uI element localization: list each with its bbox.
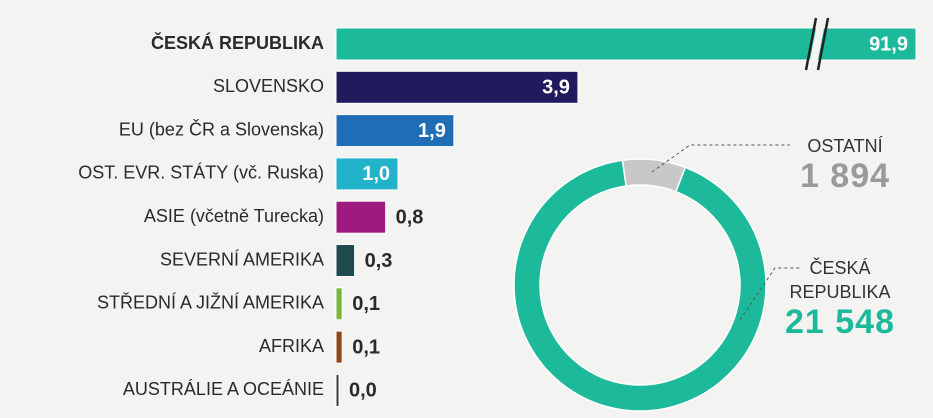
value-label: 3,9 [542,77,570,99]
axis-break [816,17,830,71]
value-label: 0,3 [365,250,393,272]
donut-segment [513,159,767,412]
category-label: EU (bez ČR a Slovenska) [119,118,324,139]
value-label: 0,8 [396,206,424,228]
donut-label-group: OSTATNÍ 1 894 [770,136,920,196]
category-label: STŘEDNÍ A JIŽNÍ AMERIKA [97,293,324,313]
category-label: ASIE (včetně Turecka) [144,206,324,226]
category-label: ČESKÁ REPUBLIKA [151,32,324,53]
bar [335,287,343,321]
bar [335,70,579,104]
value-label: 0,0 [349,380,377,402]
donut-segment [621,158,687,193]
axis-break [804,17,818,71]
value-label: 0,1 [352,293,380,315]
category-label: AFRIKA [259,336,324,356]
category-label: SEVERNÍ AMERIKA [160,249,324,269]
bar [335,200,387,234]
category-label: OST. EVR. STÁTY (vč. Ruska) [78,163,324,183]
category-label: AUSTRÁLIE A OCEÁNIE [123,379,324,399]
bar [335,157,399,191]
category-label: SLOVENSKO [213,76,324,96]
bar [335,373,340,407]
legend-label: ČESKÁ REPUBLIKA [789,258,891,302]
bar [335,244,356,277]
value-label: 91,9 [869,33,908,55]
value-label: 21 548 [785,303,895,341]
value-label: 0,1 [352,336,380,358]
donut-label-group: ČESKÁ REPUBLIKA 21 548 [775,256,905,340]
value-label: 1 894 [799,157,891,195]
bar [335,330,343,364]
legend-label: OSTATNÍ [807,136,883,156]
bar [335,114,455,148]
bar [335,27,917,61]
value-label: 1,9 [418,120,446,142]
axis-break [808,18,826,70]
value-label: 1,0 [362,163,390,185]
leader-line [739,267,800,321]
